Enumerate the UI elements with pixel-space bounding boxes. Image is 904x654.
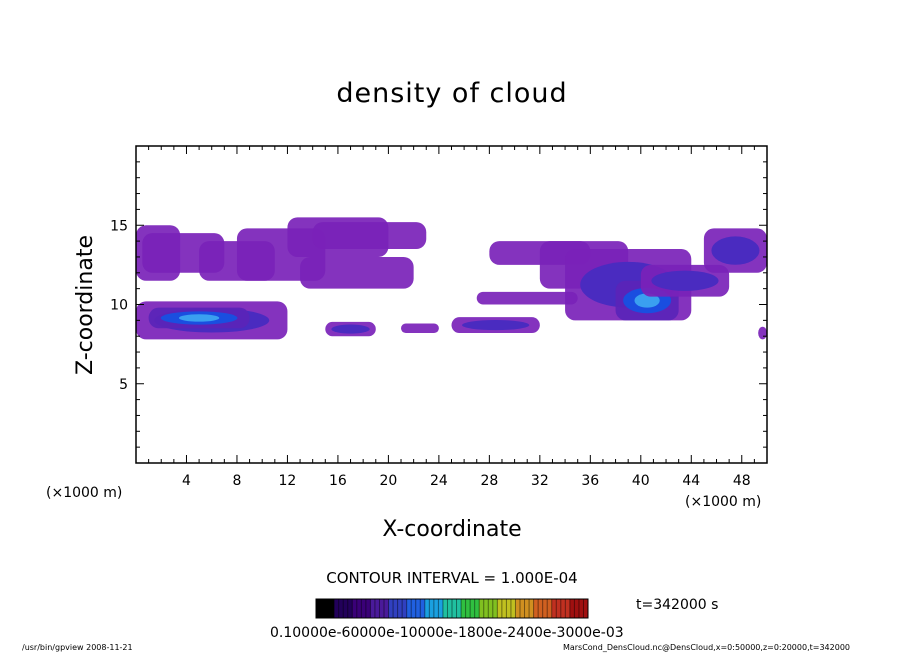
cloud-field	[136, 217, 767, 340]
cloud-blob	[401, 323, 439, 334]
footer-left: /usr/bin/gpview 2008-11-21	[22, 643, 133, 652]
colorbar-swatch	[533, 599, 553, 618]
y-tick-label: 5	[119, 377, 128, 393]
colorbar-swatch	[370, 599, 390, 618]
cloud-core	[331, 324, 370, 334]
colorbar-swatch	[352, 599, 371, 618]
colorbar-frame	[315, 598, 589, 619]
colorbar	[315, 598, 589, 619]
cloud-blob	[300, 256, 414, 289]
cloud-core	[651, 270, 719, 291]
colorbar-swatch	[442, 599, 462, 618]
y-axis-label: Z-coordinate	[73, 235, 98, 375]
colorbar-swatch	[424, 599, 444, 618]
x-tick-label: 20	[379, 473, 397, 489]
x-tick-label: 8	[232, 473, 241, 489]
x-tick-label: 28	[480, 473, 498, 489]
colorbar-swatch	[461, 599, 480, 618]
x-tick-label: 12	[279, 473, 297, 489]
colorbar-swatch	[334, 599, 353, 618]
cloud-blob	[312, 222, 427, 250]
x-tick-label: 48	[733, 473, 751, 489]
colorbar-swatch	[497, 599, 516, 618]
cloud-core	[462, 320, 530, 331]
colorbar-swatch	[515, 599, 535, 618]
chart-title: density of cloud	[336, 78, 567, 109]
colorbar-swatch	[406, 599, 426, 618]
colorbar-swatch	[316, 599, 335, 618]
y-tick-label: 15	[110, 218, 128, 234]
x-unit-left: (×1000 m)	[46, 485, 122, 501]
colorbar-swatch	[551, 599, 571, 618]
y-tick-label: 10	[110, 298, 128, 314]
cloud-peak	[634, 293, 660, 308]
x-tick-label: 36	[581, 473, 599, 489]
colorbar-swatch	[569, 599, 589, 618]
cloud-core	[711, 236, 760, 265]
x-tick-label: 16	[329, 473, 347, 489]
time-label: t=342000 s	[636, 597, 718, 613]
colorbar-labels: 0.10000e-60000e-10000e-1800e-2400e-3000e…	[270, 625, 624, 641]
colorbar-swatch	[388, 599, 408, 618]
x-tick-label: 40	[632, 473, 650, 489]
cloud-blob	[476, 291, 578, 305]
cloud-peak	[178, 314, 220, 322]
cloud-blob	[758, 326, 767, 340]
contour-interval: CONTOUR INTERVAL = 1.000E-04	[326, 569, 577, 587]
x-tick-label: 4	[182, 473, 191, 489]
x-axis-label: X-coordinate	[382, 517, 521, 542]
x-unit-right: (×1000 m)	[685, 494, 761, 510]
footer-right: MarsCond_DensCloud.nc@DensCloud,x=0:5000…	[563, 643, 850, 652]
x-tick-label: 44	[682, 473, 700, 489]
x-tick-label: 24	[430, 473, 448, 489]
x-tick-label: 32	[531, 473, 549, 489]
colorbar-swatch	[479, 599, 498, 618]
